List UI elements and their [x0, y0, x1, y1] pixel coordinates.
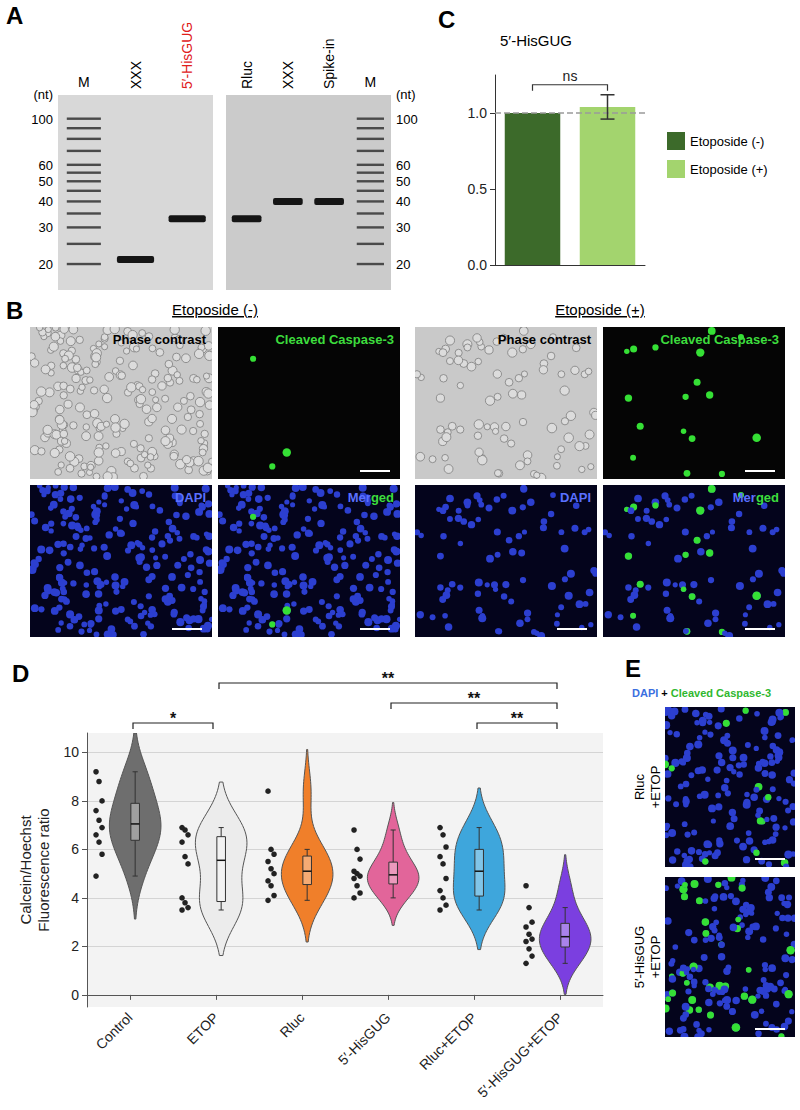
svg-text:ETOP: ETOP [184, 1009, 222, 1047]
html-text:C: C [438, 6, 456, 33]
svg-text:20: 20 [396, 257, 410, 272]
svg-text:A: A [6, 2, 23, 29]
svg-text:30: 30 [39, 220, 53, 235]
svg-text:+ETOP: +ETOP [648, 766, 663, 809]
svg-text:5′-HisGUG: 5′-HisGUG [179, 22, 195, 89]
svg-text:20: 20 [39, 257, 53, 272]
svg-text:DAPI: DAPI [175, 490, 206, 505]
svg-text:Etoposide (-): Etoposide (-) [690, 134, 764, 149]
svg-text:DAPI + Cleaved Caspase-3: DAPI + Cleaved Caspase-3 [632, 687, 771, 699]
svg-text:Cleaved Caspase-3: Cleaved Caspase-3 [660, 332, 779, 347]
svg-text:M: M [78, 74, 90, 90]
svg-text:XXX: XXX [128, 60, 144, 89]
svg-text:Calcein/Hoechst: Calcein/Hoechst [17, 815, 34, 925]
svg-text:E: E [625, 655, 641, 682]
svg-text:+ETOP: +ETOP [648, 936, 663, 979]
svg-text:Etoposide (+): Etoposide (+) [555, 301, 645, 318]
svg-text:Phase contrast: Phase contrast [113, 332, 207, 347]
svg-text:30: 30 [396, 220, 410, 235]
svg-text:100: 100 [396, 112, 418, 127]
svg-text:B: B [6, 297, 23, 324]
svg-text:Rluc: Rluc [239, 61, 255, 89]
html-text:D: D [12, 660, 30, 687]
svg-text:60: 60 [396, 158, 410, 173]
svg-text:(nt): (nt) [34, 87, 54, 102]
svg-text:Control: Control [92, 1009, 135, 1052]
svg-text:*: * [170, 710, 177, 727]
svg-text:50: 50 [39, 174, 53, 189]
svg-text:2: 2 [71, 938, 79, 954]
svg-text:0.5: 0.5 [468, 181, 488, 197]
svg-text:Phase contrast: Phase contrast [498, 332, 592, 347]
svg-text:8: 8 [71, 793, 79, 809]
svg-text:Rluc+ETOP: Rluc+ETOP [416, 1009, 480, 1073]
svg-text:40: 40 [396, 194, 410, 209]
svg-text:6: 6 [71, 841, 79, 857]
svg-text:**: ** [511, 710, 524, 727]
svg-text:**: ** [468, 690, 481, 707]
svg-text:10: 10 [63, 744, 79, 760]
svg-text:Merged: Merged [733, 490, 779, 505]
svg-text:Etoposide (+): Etoposide (+) [690, 162, 768, 177]
svg-text:5′-HisGUG: 5′-HisGUG [335, 1009, 394, 1068]
svg-text:4: 4 [71, 890, 79, 906]
svg-text:ns: ns [563, 68, 578, 84]
svg-text:Merged: Merged [348, 490, 394, 505]
svg-text:Etoposide (-): Etoposide (-) [172, 301, 258, 318]
svg-text:5′-HisGUG: 5′-HisGUG [500, 32, 572, 49]
svg-text:Spike-in: Spike-in [321, 38, 337, 89]
svg-text:0.0: 0.0 [468, 257, 488, 273]
svg-text:M: M [365, 74, 377, 90]
svg-text:1.0: 1.0 [468, 105, 488, 121]
svg-text:XXX: XXX [280, 60, 296, 89]
svg-text:**: ** [382, 670, 395, 687]
svg-text:DAPI: DAPI [560, 490, 591, 505]
svg-text:Rluc: Rluc [632, 774, 647, 801]
svg-text:100: 100 [31, 112, 53, 127]
svg-text:50: 50 [396, 174, 410, 189]
svg-text:Fluorescence ratio: Fluorescence ratio [35, 808, 52, 931]
svg-text:5′-HisGUG+ETOP: 5′-HisGUG+ETOP [474, 1009, 565, 1100]
svg-text:60: 60 [39, 158, 53, 173]
svg-text:40: 40 [39, 194, 53, 209]
svg-text:5′-HisGUG: 5′-HisGUG [632, 926, 647, 988]
svg-text:Cleaved Caspase-3: Cleaved Caspase-3 [275, 332, 394, 347]
svg-text:0: 0 [71, 987, 79, 1003]
svg-text:(nt): (nt) [396, 87, 416, 102]
svg-text:Rluc: Rluc [277, 1009, 308, 1040]
